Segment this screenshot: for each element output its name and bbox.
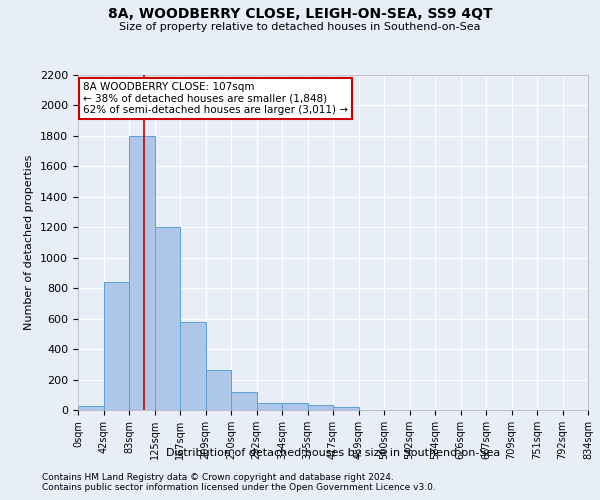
Bar bbox=[282, 403, 308, 410]
Bar bbox=[129, 136, 155, 410]
Bar bbox=[155, 228, 180, 410]
Text: Contains HM Land Registry data © Crown copyright and database right 2024.: Contains HM Land Registry data © Crown c… bbox=[42, 472, 394, 482]
Bar bbox=[78, 406, 104, 410]
Bar bbox=[180, 322, 205, 410]
Bar bbox=[333, 407, 359, 410]
Y-axis label: Number of detached properties: Number of detached properties bbox=[25, 155, 34, 330]
Text: 8A WOODBERRY CLOSE: 107sqm
← 38% of detached houses are smaller (1,848)
62% of s: 8A WOODBERRY CLOSE: 107sqm ← 38% of deta… bbox=[83, 82, 348, 115]
Text: Contains public sector information licensed under the Open Government Licence v3: Contains public sector information licen… bbox=[42, 482, 436, 492]
Bar bbox=[104, 282, 129, 410]
Text: Size of property relative to detached houses in Southend-on-Sea: Size of property relative to detached ho… bbox=[119, 22, 481, 32]
Bar bbox=[231, 392, 257, 410]
Text: Distribution of detached houses by size in Southend-on-Sea: Distribution of detached houses by size … bbox=[166, 448, 500, 458]
Bar bbox=[308, 406, 333, 410]
Bar bbox=[257, 403, 282, 410]
Text: 8A, WOODBERRY CLOSE, LEIGH-ON-SEA, SS9 4QT: 8A, WOODBERRY CLOSE, LEIGH-ON-SEA, SS9 4… bbox=[107, 8, 493, 22]
Bar bbox=[205, 370, 231, 410]
